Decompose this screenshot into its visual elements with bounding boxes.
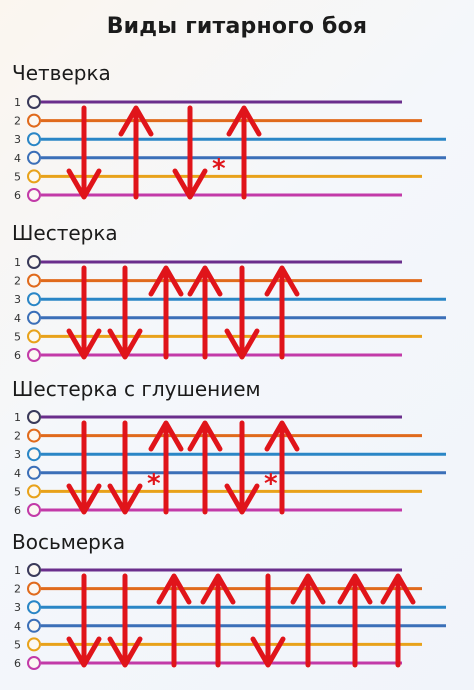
string-number-3-6: 6 [14,657,21,670]
down-stroke-arrow [224,420,260,515]
string-peg-2-2 [27,428,41,443]
up-stroke-arrow [148,265,184,360]
up-stroke-arrow [200,573,236,668]
string-peg-1-3 [27,292,41,307]
down-stroke-arrow [66,105,102,200]
string-number-0-6: 6 [14,189,21,202]
string-peg-0-1 [27,95,41,109]
string-peg-3-4 [27,618,41,633]
string-number-2-5: 5 [14,485,21,498]
up-stroke-arrow [118,105,154,200]
string-peg-1-5 [27,329,41,344]
down-stroke-arrow [66,573,102,668]
up-stroke-arrow [337,573,373,668]
string-peg-3-1 [27,563,41,577]
string-number-3-1: 1 [14,564,21,577]
string-number-1-4: 4 [14,312,21,325]
string-number-1-5: 5 [14,330,21,343]
string-number-1-2: 2 [14,275,21,288]
down-stroke-arrow [66,265,102,360]
string-peg-2-4 [27,465,41,480]
up-stroke-arrow [156,573,192,668]
section-title-chetverka: Четверка [12,61,111,85]
mute-mark-icon: * [147,469,161,499]
string-number-1-3: 3 [14,293,21,306]
string-number-0-5: 5 [14,170,21,183]
up-stroke-arrow [380,573,416,668]
string-peg-3-6 [27,656,41,670]
string-number-0-1: 1 [14,96,21,109]
up-stroke-arrow [148,420,184,515]
down-stroke-arrow [66,420,102,515]
string-number-0-3: 3 [14,133,21,146]
string-peg-1-1 [27,255,41,269]
string-peg-0-3 [27,132,41,147]
string-number-3-5: 5 [14,638,21,651]
string-peg-2-6 [27,503,41,517]
up-stroke-arrow [187,265,223,360]
string-number-2-6: 6 [14,504,21,517]
down-stroke-arrow [172,105,208,200]
down-stroke-arrow [250,573,286,668]
string-peg-1-6 [27,348,41,362]
string-peg-2-1 [27,410,41,424]
string-peg-1-4 [27,310,41,325]
string-peg-0-5 [27,169,41,184]
string-number-2-3: 3 [14,448,21,461]
section-title-shesterka: Шестерка [12,221,118,245]
down-stroke-arrow [107,265,143,360]
up-stroke-arrow [226,105,262,200]
string-number-2-2: 2 [14,430,21,443]
section-title-vosmerka: Восьмерка [12,530,126,554]
down-stroke-arrow [224,265,260,360]
string-number-3-2: 2 [14,583,21,596]
string-number-1-6: 6 [14,349,21,362]
string-peg-0-4 [27,150,41,165]
down-stroke-arrow [107,420,143,515]
string-number-3-4: 4 [14,620,21,633]
section-title-shesterka-muted: Шестерка с глушением [12,377,261,401]
string-peg-3-5 [27,637,41,652]
string-peg-3-2 [27,581,41,596]
string-peg-0-2 [27,113,41,128]
page-title: Виды гитарного боя [106,14,368,39]
string-peg-2-3 [27,447,41,462]
up-stroke-arrow [264,265,300,360]
down-stroke-arrow [107,573,143,668]
string-peg-1-2 [27,273,41,288]
mute-mark-icon: * [264,469,278,499]
string-peg-0-6 [27,188,41,202]
string-number-0-2: 2 [14,115,21,128]
string-number-0-4: 4 [14,152,21,165]
string-number-1-1: 1 [14,256,21,269]
string-number-2-1: 1 [14,411,21,424]
mute-mark-icon: * [212,154,226,184]
string-number-3-3: 3 [14,601,21,614]
string-peg-3-3 [27,600,41,615]
up-stroke-arrow [264,420,300,515]
up-stroke-arrow [187,420,223,515]
string-peg-2-5 [27,484,41,499]
up-stroke-arrow [290,573,326,668]
string-number-2-4: 4 [14,467,21,480]
